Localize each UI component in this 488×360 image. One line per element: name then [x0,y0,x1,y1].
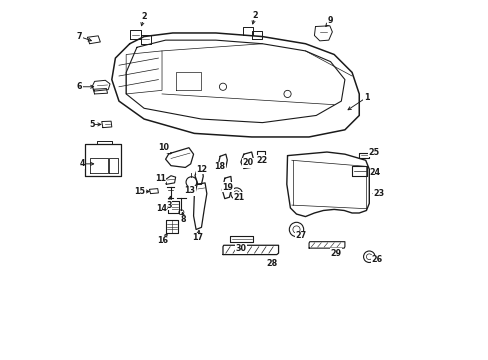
Text: 12: 12 [196,165,206,174]
Text: 9: 9 [327,16,333,25]
Text: 8: 8 [181,215,186,224]
Text: 29: 29 [330,249,341,258]
Text: 21: 21 [233,193,244,202]
Text: 15: 15 [134,187,145,196]
Text: 7: 7 [77,32,82,41]
Text: 26: 26 [371,255,382,264]
Text: 2: 2 [252,10,258,19]
Text: 11: 11 [154,174,165,183]
Text: 28: 28 [266,259,278,268]
Text: 22: 22 [256,156,267,165]
Text: 16: 16 [157,237,168,246]
Text: 4: 4 [80,159,85,168]
Text: 20: 20 [242,158,253,167]
Text: 2: 2 [141,12,146,21]
Text: 13: 13 [184,186,195,195]
Text: 25: 25 [368,148,379,157]
Text: 5: 5 [89,120,95,129]
Text: 30: 30 [235,244,246,253]
Text: 17: 17 [192,233,203,242]
Text: 10: 10 [158,143,169,152]
Text: 14: 14 [156,204,166,213]
Text: 27: 27 [295,231,306,240]
Text: 6: 6 [77,82,82,91]
Text: 18: 18 [214,162,225,171]
Text: 24: 24 [369,168,380,177]
Text: 19: 19 [222,183,233,192]
Text: 1: 1 [363,93,368,102]
Text: 3: 3 [166,201,172,210]
Text: 23: 23 [373,189,384,198]
